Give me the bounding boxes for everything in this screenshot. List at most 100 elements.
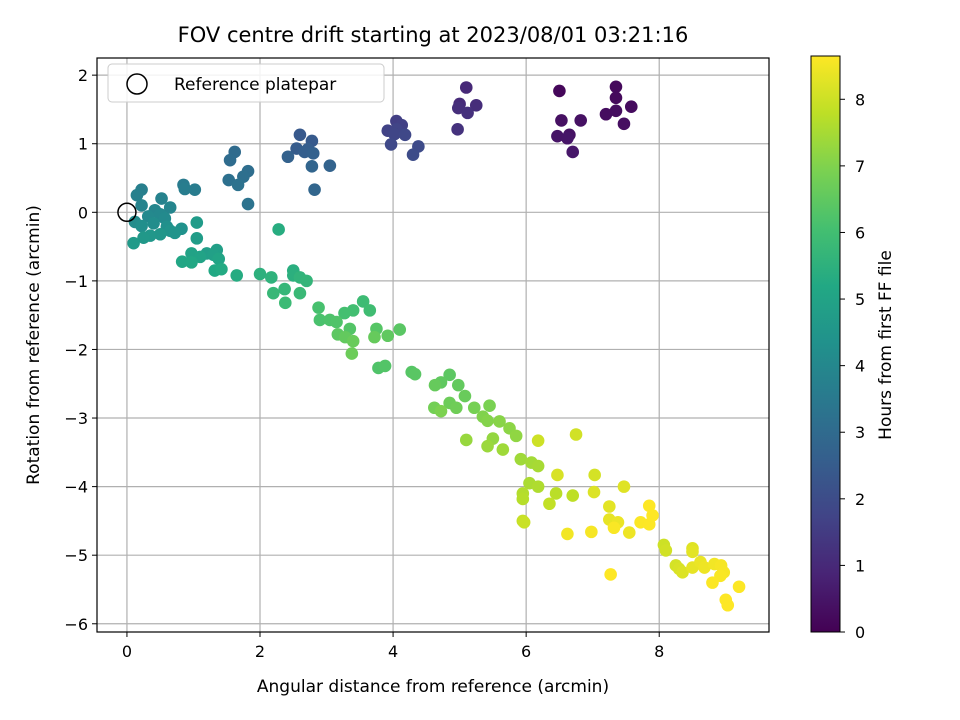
data-point bbox=[323, 159, 337, 172]
data-point bbox=[137, 231, 150, 244]
data-point bbox=[356, 295, 370, 308]
x-tick-label: 4 bbox=[388, 642, 398, 661]
data-point bbox=[566, 145, 580, 159]
data-point bbox=[609, 104, 623, 118]
y-tick-label: −5 bbox=[64, 546, 88, 565]
y-tick-label: −1 bbox=[64, 272, 88, 291]
y-tick-label: 0 bbox=[78, 203, 88, 222]
data-point bbox=[388, 127, 401, 141]
data-point bbox=[312, 301, 325, 314]
data-point bbox=[406, 148, 420, 161]
data-point bbox=[517, 515, 531, 529]
data-point bbox=[496, 443, 510, 456]
data-point bbox=[609, 91, 623, 105]
data-point bbox=[168, 226, 182, 240]
data-point bbox=[706, 576, 719, 589]
y-axis-label: Rotation from reference (arcmin) bbox=[24, 205, 44, 485]
colorbar-tick-label: 2 bbox=[855, 490, 865, 509]
data-point bbox=[368, 330, 381, 344]
colorbar-tick-label: 3 bbox=[855, 423, 865, 442]
data-point bbox=[721, 598, 735, 612]
data-point bbox=[588, 468, 601, 482]
colorbar-tick-label: 7 bbox=[855, 157, 865, 176]
data-points bbox=[127, 80, 746, 612]
data-point bbox=[155, 192, 168, 205]
data-point bbox=[212, 252, 226, 266]
data-point bbox=[531, 434, 545, 447]
data-point bbox=[428, 378, 442, 392]
data-point bbox=[469, 99, 483, 112]
data-point bbox=[574, 114, 588, 127]
legend-box bbox=[107, 63, 385, 103]
data-point bbox=[305, 160, 319, 173]
data-point bbox=[481, 414, 494, 428]
data-point bbox=[147, 216, 160, 230]
data-point bbox=[566, 489, 580, 502]
x-tick-label: 0 bbox=[122, 642, 132, 661]
data-point bbox=[163, 201, 177, 214]
data-point bbox=[451, 123, 464, 136]
data-point bbox=[293, 286, 307, 300]
data-point bbox=[459, 81, 473, 94]
data-point bbox=[451, 101, 465, 115]
y-axis-ticks: 2 1 0 −1 −2 −3 −4 −5 −6 bbox=[64, 66, 97, 634]
data-point bbox=[642, 499, 656, 513]
data-point bbox=[272, 223, 285, 236]
data-point bbox=[127, 236, 140, 250]
data-point bbox=[363, 304, 377, 317]
reference-marker bbox=[117, 202, 137, 223]
data-point bbox=[241, 197, 255, 211]
colorbar-tick-label: 1 bbox=[855, 556, 865, 575]
x-tick-label: 6 bbox=[521, 642, 531, 661]
reference-platepar-marker bbox=[117, 202, 137, 223]
data-point bbox=[617, 117, 631, 131]
data-point bbox=[153, 227, 167, 241]
data-point bbox=[278, 282, 291, 296]
data-point bbox=[676, 566, 689, 579]
y-tick-label: −4 bbox=[64, 478, 88, 497]
data-point bbox=[300, 274, 313, 288]
colorbar-tick-label: 8 bbox=[855, 90, 865, 109]
data-point bbox=[531, 459, 545, 473]
data-point bbox=[449, 401, 463, 415]
data-point bbox=[543, 497, 556, 511]
data-point bbox=[135, 219, 148, 233]
data-point bbox=[185, 256, 198, 269]
colorbar-tick-label: 0 bbox=[855, 623, 865, 642]
data-point bbox=[732, 580, 746, 594]
data-point bbox=[330, 315, 343, 329]
data-point bbox=[624, 100, 638, 113]
colorbar-tick-label: 4 bbox=[855, 357, 865, 376]
colorbar-tick-label: 6 bbox=[855, 223, 865, 242]
data-point bbox=[622, 526, 636, 539]
data-point bbox=[569, 428, 583, 441]
data-point bbox=[516, 492, 530, 506]
data-point bbox=[607, 521, 621, 535]
data-point bbox=[230, 269, 244, 282]
data-point bbox=[514, 452, 528, 466]
data-point bbox=[483, 399, 496, 412]
x-tick-label: 8 bbox=[654, 642, 664, 661]
legend-label-reference: Reference platepar bbox=[174, 75, 336, 95]
data-point bbox=[561, 527, 574, 541]
data-point bbox=[585, 525, 598, 539]
data-point bbox=[222, 173, 236, 187]
data-point bbox=[267, 286, 280, 300]
data-point bbox=[698, 561, 711, 574]
data-point bbox=[338, 306, 351, 320]
data-point bbox=[553, 84, 566, 98]
data-point bbox=[308, 183, 321, 196]
data-point bbox=[617, 480, 631, 493]
y-tick-label: −6 bbox=[64, 615, 88, 634]
legend: Reference platepar bbox=[107, 63, 385, 103]
data-point bbox=[481, 439, 494, 453]
x-axis-ticks: 0 2 4 6 8 bbox=[122, 632, 664, 661]
chart-title: FOV centre drift starting at 2023/08/01 … bbox=[178, 23, 689, 47]
data-point bbox=[561, 131, 574, 145]
data-point bbox=[509, 429, 523, 443]
data-point bbox=[278, 296, 292, 310]
x-tick-label: 2 bbox=[255, 642, 265, 661]
data-point bbox=[603, 500, 616, 513]
data-point bbox=[451, 378, 465, 392]
data-point bbox=[190, 216, 204, 229]
